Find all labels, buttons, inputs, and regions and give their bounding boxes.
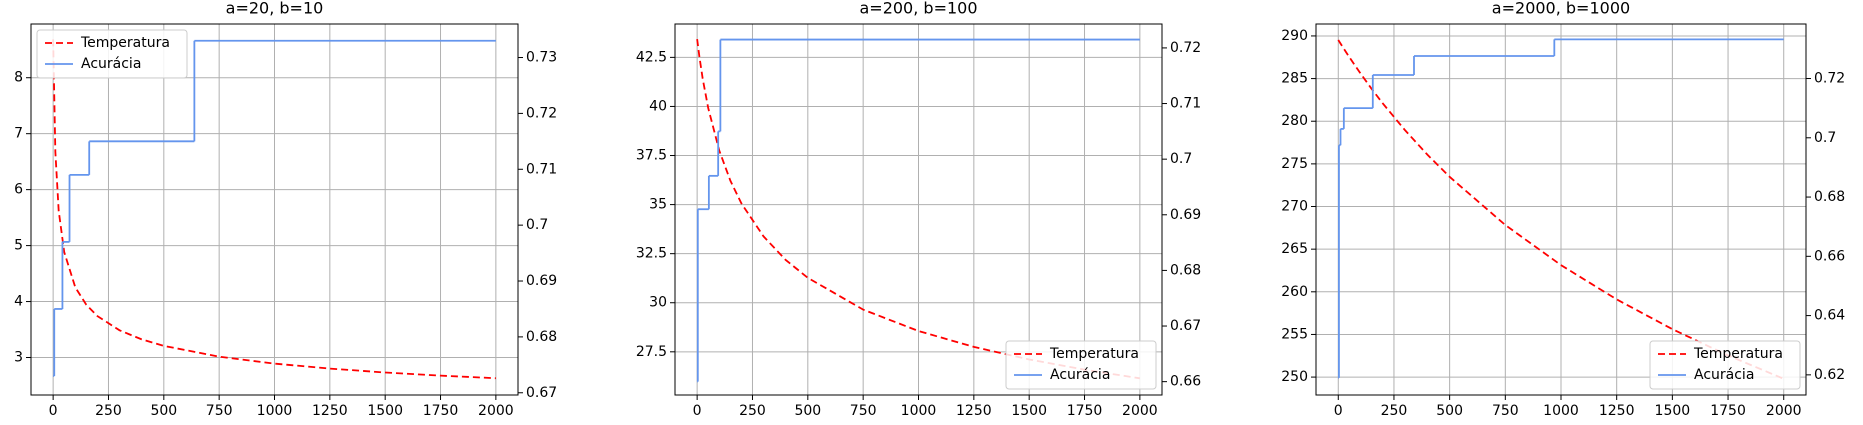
x-tick-label: 1750 <box>423 403 459 419</box>
legend: Temperatura Acurácia <box>1005 340 1157 390</box>
y-tick-label: 27.5 <box>636 344 667 360</box>
y2-tick-label: 0.66 <box>1170 374 1201 390</box>
y2-tick-label: 0.64 <box>1814 308 1845 324</box>
y2-tick-label: 0.69 <box>1170 207 1201 223</box>
step-riser <box>53 40 196 377</box>
y-tick-label: 35 <box>649 197 667 213</box>
x-tick-label: 1500 <box>367 403 403 419</box>
subplot: a=200, b=100 0 250 500 750 1000 1250 1500 1750 20… <box>636 0 1201 419</box>
y-tick-label: 290 <box>1281 28 1308 44</box>
y-tick-label: 250 <box>1281 369 1308 385</box>
subplot-title: a=20, b=10 <box>226 0 324 18</box>
plot-frame <box>1315 23 1807 396</box>
y2-tick-label: 0.73 <box>526 50 557 66</box>
subplot: a=20, b=10 0 250 500 750 1000 1250 1500 1750 2000… <box>14 0 557 419</box>
x-tick-label: 2000 <box>1122 403 1158 419</box>
subplot-title: a=200, b=100 <box>859 0 977 18</box>
y2-tick-label: 0.7 <box>1170 151 1192 167</box>
x-tick-label: 2000 <box>1766 403 1802 419</box>
y2-tick-label: 0.72 <box>1170 40 1201 56</box>
legend-box <box>36 29 188 79</box>
y2-tick-label: 0.67 <box>526 385 557 401</box>
step-riser <box>1338 39 1556 378</box>
x-tick-label: 500 <box>150 403 177 419</box>
y-tick-label: 265 <box>1281 241 1308 257</box>
x-tick-label: 1500 <box>1011 403 1047 419</box>
y-tick-label: 255 <box>1281 326 1308 342</box>
plot-frame <box>674 23 1163 396</box>
legend: Temperatura Acurácia <box>36 29 188 79</box>
x-tick-label: 500 <box>1436 403 1463 419</box>
x-tick-label: 500 <box>794 403 821 419</box>
x-tick-label: 1250 <box>312 403 348 419</box>
x-tick-label: 250 <box>739 403 766 419</box>
x-tick-label: 250 <box>95 403 122 419</box>
x-tick-label: 0 <box>49 403 58 419</box>
y2-tick-label: 0.68 <box>1814 189 1845 205</box>
legend-label: Acurácia <box>1694 367 1754 383</box>
legend-label: Temperatura <box>1049 346 1139 362</box>
y-tick-label: 270 <box>1281 199 1308 215</box>
x-tick-label: 1000 <box>257 403 293 419</box>
x-tick-label: 1000 <box>1543 403 1579 419</box>
y2-tick-label: 0.72 <box>1814 71 1845 87</box>
y2-tick-label: 0.71 <box>1170 96 1201 112</box>
x-tick-label: 1500 <box>1655 403 1691 419</box>
y-tick-label: 37.5 <box>636 148 667 164</box>
x-tick-label: 1000 <box>901 403 937 419</box>
y-tick-label: 40 <box>649 98 667 114</box>
subplot: a=2000, b=1000 0 250 500 750 1000 1250 1500 1750… <box>1281 0 1845 419</box>
y-tick-label: 8 <box>14 70 23 86</box>
y-tick-label: 260 <box>1281 284 1308 300</box>
x-tick-label: 750 <box>1492 403 1519 419</box>
y-tick-label: 32.5 <box>636 246 667 262</box>
legend: Temperatura Acurácia <box>1649 340 1801 390</box>
y2-tick-label: 0.68 <box>1170 262 1201 278</box>
y2-tick-label: 0.7 <box>1814 130 1836 146</box>
legend-label: Acurácia <box>81 56 141 72</box>
y-tick-label: 6 <box>14 182 23 198</box>
x-tick-label: 750 <box>206 403 233 419</box>
y-tick-label: 7 <box>14 126 23 142</box>
legend-label: Acurácia <box>1050 367 1110 383</box>
y2-tick-label: 0.72 <box>526 105 557 121</box>
series-line <box>52 39 496 380</box>
y2-tick-label: 0.66 <box>1814 248 1845 264</box>
y2-tick-label: 0.69 <box>526 273 557 289</box>
y-tick-label: 285 <box>1281 71 1308 87</box>
y-tick-label: 280 <box>1281 113 1308 129</box>
plot-frame <box>30 23 519 396</box>
x-tick-label: 1250 <box>956 403 992 419</box>
legend-box <box>1005 340 1157 390</box>
step-riser <box>696 39 722 382</box>
x-tick-label: 2000 <box>478 403 514 419</box>
x-tick-label: 0 <box>693 403 702 419</box>
x-tick-label: 1250 <box>1599 403 1635 419</box>
y-tick-label: 30 <box>649 295 667 311</box>
legend-box <box>1649 340 1801 390</box>
legend-label: Temperatura <box>80 35 170 51</box>
y-tick-label: 275 <box>1281 156 1308 172</box>
y-tick-label: 42.5 <box>636 49 667 65</box>
x-tick-label: 1750 <box>1710 403 1746 419</box>
y2-tick-label: 0.71 <box>526 161 557 177</box>
x-tick-label: 750 <box>850 403 877 419</box>
x-tick-label: 250 <box>1381 403 1408 419</box>
y2-tick-label: 0.62 <box>1814 367 1845 383</box>
y2-tick-label: 0.68 <box>526 329 557 345</box>
x-tick-label: 0 <box>1334 403 1343 419</box>
legend-label: Temperatura <box>1693 346 1783 362</box>
y2-tick-label: 0.67 <box>1170 318 1201 334</box>
x-tick-label: 1750 <box>1067 403 1103 419</box>
y-tick-label: 3 <box>14 350 23 366</box>
y-tick-label: 5 <box>14 238 23 254</box>
series-line <box>1337 39 1785 380</box>
subplot-title: a=2000, b=1000 <box>1492 0 1630 18</box>
y2-tick-label: 0.7 <box>526 217 548 233</box>
y-tick-label: 4 <box>14 294 23 310</box>
